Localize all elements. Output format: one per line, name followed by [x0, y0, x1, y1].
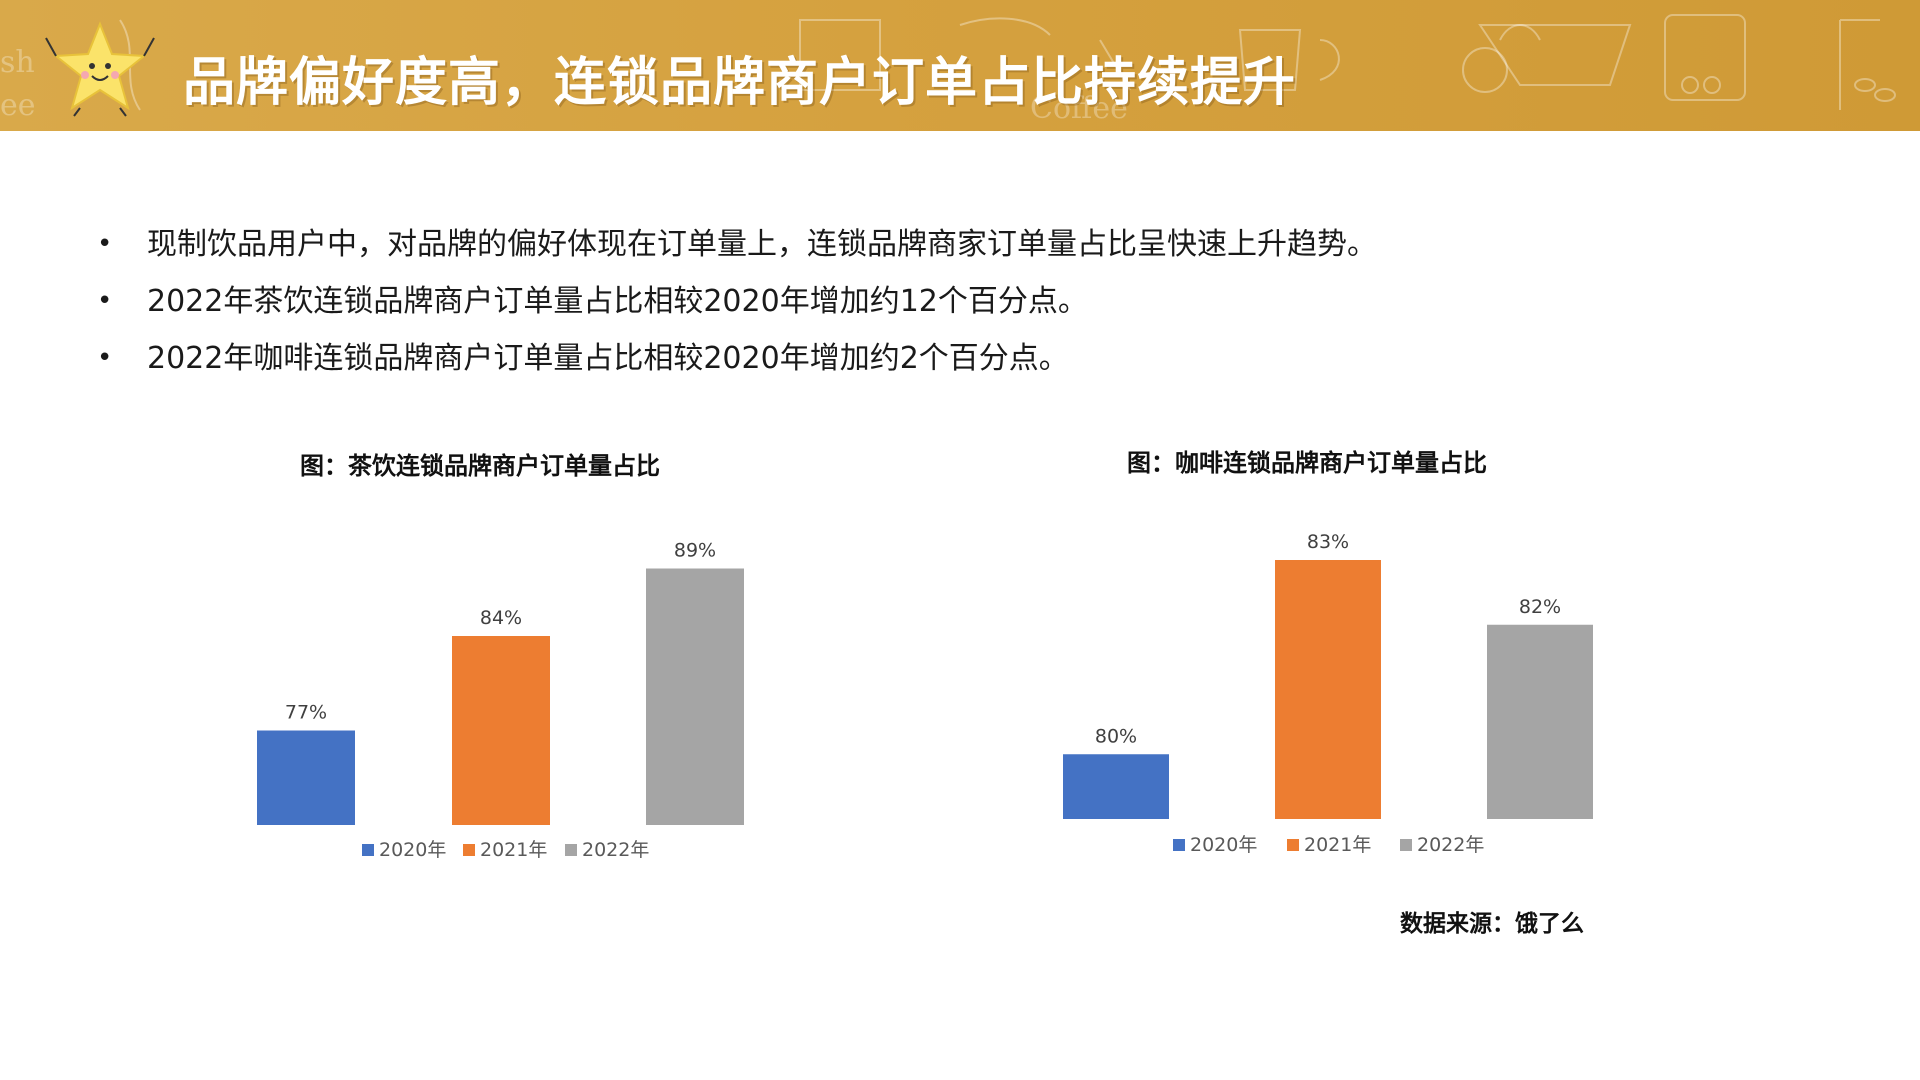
bullet-item: • 2022年茶饮连锁品牌商户订单量占比相较2020年增加约12个百分点。: [95, 273, 1795, 330]
svg-text:Coffee: Coffee: [1030, 91, 1128, 126]
bullet-text: 2022年茶饮连锁品牌商户订单量占比相较2020年增加约12个百分点。: [147, 284, 1088, 319]
legend-label: 2020年: [379, 839, 446, 861]
data-label: 83%: [1307, 531, 1349, 553]
bar-tea: [257, 730, 355, 825]
legend-label: 2022年: [582, 839, 649, 861]
header-banner: Coffee sh ee 品牌偏好度高，连锁品牌商户订单占比持续提升: [0, 0, 1920, 131]
star-mascot-icon: [45, 21, 155, 117]
bar-tea: [452, 636, 550, 825]
bullet-marker: •: [97, 286, 113, 316]
legend-label: 2021年: [1304, 834, 1371, 856]
legend-swatch: [362, 844, 374, 856]
data-label: 77%: [285, 702, 327, 724]
legend-swatch: [565, 844, 577, 856]
bar-coffee: [1275, 560, 1381, 819]
bullet-text: 现制饮品用户中，对品牌的偏好体现在订单量上，连锁品牌商家订单量占比呈快速上升趋势…: [147, 227, 1377, 262]
data-label: 82%: [1519, 596, 1561, 618]
tea-chart-title: 图：茶饮连锁品牌商户订单量占比: [300, 452, 660, 480]
data-label: 84%: [480, 607, 522, 629]
legend-label: 2022年: [1417, 834, 1484, 856]
slide-title: 品牌偏好度高，连锁品牌商户订单占比持续提升: [183, 53, 1297, 113]
legend-swatch: [1287, 839, 1299, 851]
bullet-list: • 现制饮品用户中，对品牌的偏好体现在订单量上，连锁品牌商家订单量占比呈快速上升…: [95, 216, 1795, 387]
svg-text:ee: ee: [0, 88, 36, 123]
coffee-chart-title: 图：咖啡连锁品牌商户订单量占比: [1127, 449, 1487, 477]
bullet-marker: •: [97, 343, 113, 373]
bullet-text: 2022年咖啡连锁品牌商户订单量占比相较2020年增加约2个百分点。: [147, 341, 1069, 376]
legend-swatch: [1173, 839, 1185, 851]
legend-swatch: [1400, 839, 1412, 851]
legend-label: 2020年: [1190, 834, 1257, 856]
bullet-marker: •: [97, 229, 113, 259]
legend-label: 2021年: [480, 839, 547, 861]
bar-coffee: [1063, 754, 1169, 819]
svg-text:sh: sh: [0, 45, 35, 80]
bullet-item: • 现制饮品用户中，对品牌的偏好体现在订单量上，连锁品牌商家订单量占比呈快速上升…: [95, 216, 1795, 273]
data-label: 89%: [674, 540, 716, 562]
data-source-note: 数据来源：饿了么: [1400, 911, 1584, 937]
data-label: 80%: [1095, 725, 1137, 747]
bar-coffee: [1487, 624, 1593, 819]
legend-swatch: [463, 844, 475, 856]
bullet-item: • 2022年咖啡连锁品牌商户订单量占比相较2020年增加约2个百分点。: [95, 330, 1795, 387]
bar-tea: [646, 568, 744, 825]
coffee-doodle-background: Coffee sh ee: [0, 14, 1896, 126]
